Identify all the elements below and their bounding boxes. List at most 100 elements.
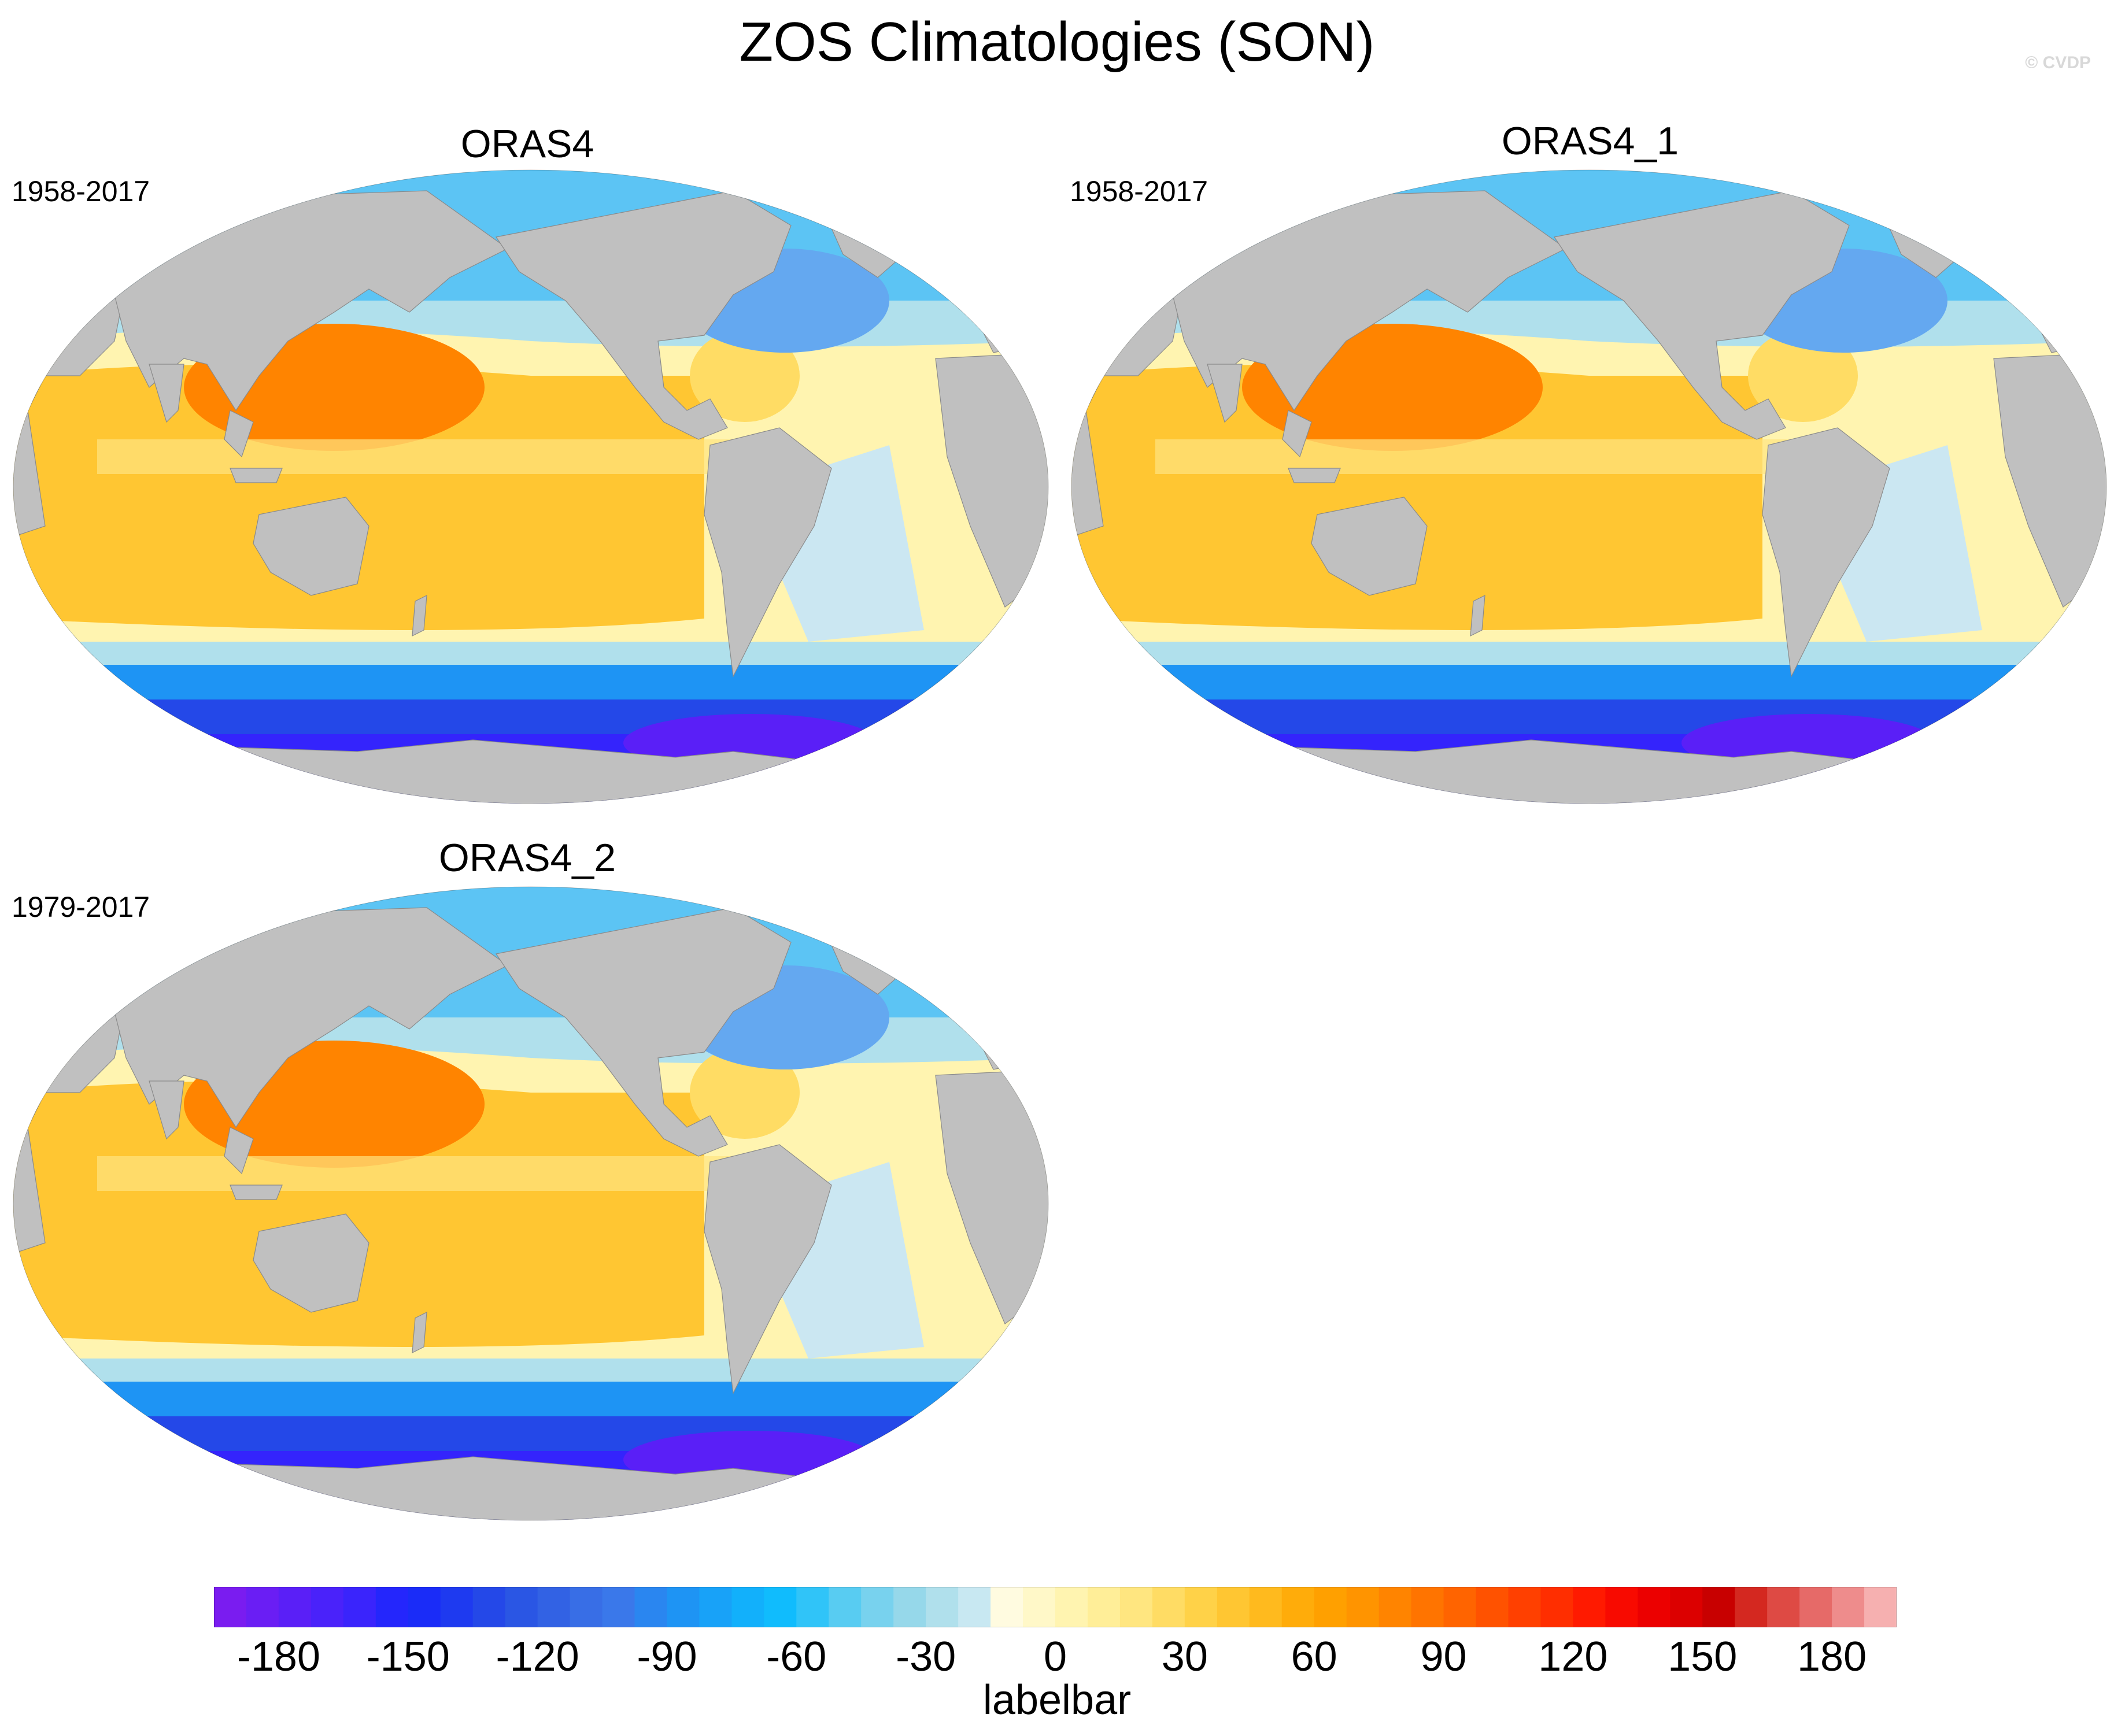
colorbar-swatch [602,1587,635,1627]
map-panel-1 [13,169,1049,804]
antarctica [13,739,1048,804]
sargasso-sea-high [690,1046,800,1139]
africa-east [1993,352,2106,608]
africa-east [935,352,1048,608]
new-zealand [412,1311,427,1354]
colorbar-swatch [958,1587,991,1627]
southern-ocean-band [1071,665,2106,705]
tropical-positive-field [13,1081,704,1347]
south-america [704,1144,832,1395]
colorbar-swatch [472,1587,506,1627]
antarctica [13,1456,1048,1520]
map-border [13,886,1049,1521]
panel-period-3: 1979-2017 [12,891,150,923]
colorbar-swatch [440,1587,474,1627]
eurasia [1149,190,1567,412]
ocean-field [13,170,1048,804]
figure-title: ZOS Climatologies (SON) [739,11,1375,73]
colorbar-swatch [634,1587,668,1627]
colorbar-swatch [537,1587,571,1627]
north-america [496,190,792,440]
colorbar-swatch [796,1587,829,1627]
panel-title-2: ORAS4_1 [1501,119,1679,163]
colorbar-swatch [408,1587,441,1627]
colorbar-tick-label: 120 [1538,1634,1608,1680]
map-border [13,169,1049,804]
tropical-positive-field [13,364,704,630]
colorbar-swatch [1670,1587,1703,1627]
southern-ocean-band [13,665,1048,705]
colorbar-swatch [1314,1587,1347,1627]
colorbar-swatch [1249,1587,1283,1627]
indochina [224,410,254,458]
colorbar-tick-label: -30 [896,1634,956,1680]
indonesia [230,1185,283,1200]
map-border [1071,169,2107,804]
colorbar-swatch [926,1587,959,1627]
new-zealand [1470,594,1485,637]
colorbar-swatch [246,1587,279,1627]
colorbar-swatch [1281,1587,1315,1627]
colorbar-swatch [1055,1587,1088,1627]
colorbar-swatch [1119,1587,1153,1627]
new-zealand [412,594,427,637]
colorbar-swatch [343,1587,376,1627]
credit-watermark: © CVDP [2025,53,2091,72]
colorbar-swatch [1573,1587,1606,1627]
ocean-field [13,887,1048,1520]
colorbar-tick-label: -60 [766,1634,827,1680]
colorbar-swatch [1864,1587,1897,1627]
colorbar-tick-label: 30 [1161,1634,1208,1680]
colorbar-swatch [699,1587,732,1627]
north-america [496,907,792,1157]
indonesia [1288,468,1341,483]
colorbar-title: labelbar [982,1677,1132,1723]
ocean-field [1071,170,2106,804]
australia [253,497,369,596]
colorbar-tick-label: -120 [496,1634,579,1680]
colorbar-tick-label: -150 [366,1634,450,1680]
colorbar-swatch [1540,1587,1573,1627]
colorbar-swatch [214,1587,247,1627]
colorbar-swatch [311,1587,344,1627]
colorbar-swatch [1799,1587,1832,1627]
panel-title-3: ORAS4_2 [438,836,616,880]
colorbar-swatch [1638,1587,1670,1627]
colorbar-swatch [1152,1587,1185,1627]
colorbar-swatch [1184,1587,1218,1627]
colorbar-swatch [1217,1587,1250,1627]
colorbar-swatch [861,1587,894,1627]
colorbar [214,1587,1897,1627]
colorbar-swatch [1443,1587,1477,1627]
south-america [1762,427,1890,678]
equatorial-strip [1155,439,1791,474]
equatorial-strip [97,1156,733,1191]
panel-period-2: 1958-2017 [1070,175,1208,208]
map-panel-2 [1071,169,2107,804]
equatorial-strip [97,439,733,474]
colorbar-swatch [278,1587,312,1627]
colorbar-swatch [1702,1587,1735,1627]
colorbar-swatch [1508,1587,1542,1627]
colorbar-tick-label: 180 [1797,1634,1867,1680]
north-america [1554,190,1850,440]
antarctica [1071,739,2106,804]
colorbar-swatch [1346,1587,1380,1627]
indonesia [230,468,283,483]
colorbar-swatch [1087,1587,1121,1627]
colorbar-swatch [1832,1587,1865,1627]
indochina [1282,410,1312,458]
india [149,364,184,423]
australia [1311,497,1428,596]
colorbar-swatch [1411,1587,1444,1627]
india [149,1080,184,1140]
africa-east [935,1069,1048,1324]
colorbar-tick-label: 90 [1420,1634,1467,1680]
colorbar-swatch [375,1587,409,1627]
australia [253,1213,369,1313]
colorbar-swatch [1378,1587,1412,1627]
colorbar-swatch [1767,1587,1800,1627]
colorbar-swatch [731,1587,764,1627]
sargasso-sea-high [1748,330,1858,422]
india [1207,364,1243,423]
